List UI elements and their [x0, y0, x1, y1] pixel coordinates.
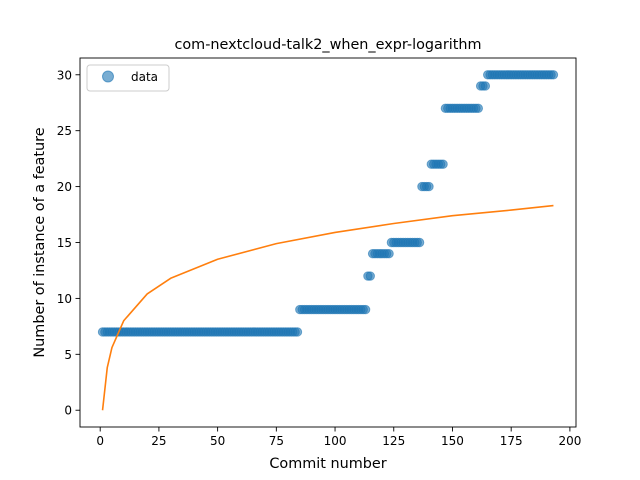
x-tick-label: 75 [269, 434, 284, 448]
data-point [384, 248, 394, 259]
x-tick-label: 200 [558, 434, 581, 448]
x-axis: 0 25 50 75 100 125 150 175 200 [96, 427, 581, 448]
data-point [424, 181, 434, 192]
data-point [548, 70, 559, 80]
y-tick-label: 10 [57, 292, 72, 306]
x-axis-label: Commit number [269, 456, 386, 472]
x-tick-label: 50 [210, 434, 225, 448]
y-axis-label: Number of instance of a feature [32, 127, 48, 357]
legend-marker [102, 70, 114, 83]
x-tick-label: 25 [151, 434, 166, 448]
x-tick-label: 0 [96, 434, 104, 448]
y-tick-label: 0 [64, 404, 72, 418]
y-axis: 0 5 10 15 20 25 30 [57, 68, 80, 418]
y-tick-label: 15 [57, 236, 72, 250]
data-point [365, 271, 375, 281]
y-tick-label: 20 [57, 180, 72, 194]
x-tick-label: 150 [441, 434, 464, 448]
fit-line [101, 204, 554, 411]
data-point [414, 237, 425, 248]
x-tick-label: 125 [382, 434, 405, 448]
legend-label-data: data [131, 70, 158, 84]
data-point [438, 159, 448, 169]
legend: data [86, 64, 170, 92]
data-point [360, 304, 371, 315]
x-tick-label: 175 [500, 434, 523, 448]
data-point [480, 81, 491, 91]
chart-title: com-nextcloud-talk2_when_expr-logarithm [174, 37, 481, 53]
y-tick-label: 25 [57, 124, 72, 138]
y-tick-label: 30 [57, 68, 72, 82]
plot-area [97, 70, 559, 411]
data-point [473, 103, 483, 114]
y-tick-label: 5 [64, 348, 72, 362]
x-tick-label: 100 [324, 434, 347, 448]
data-point [292, 327, 303, 337]
